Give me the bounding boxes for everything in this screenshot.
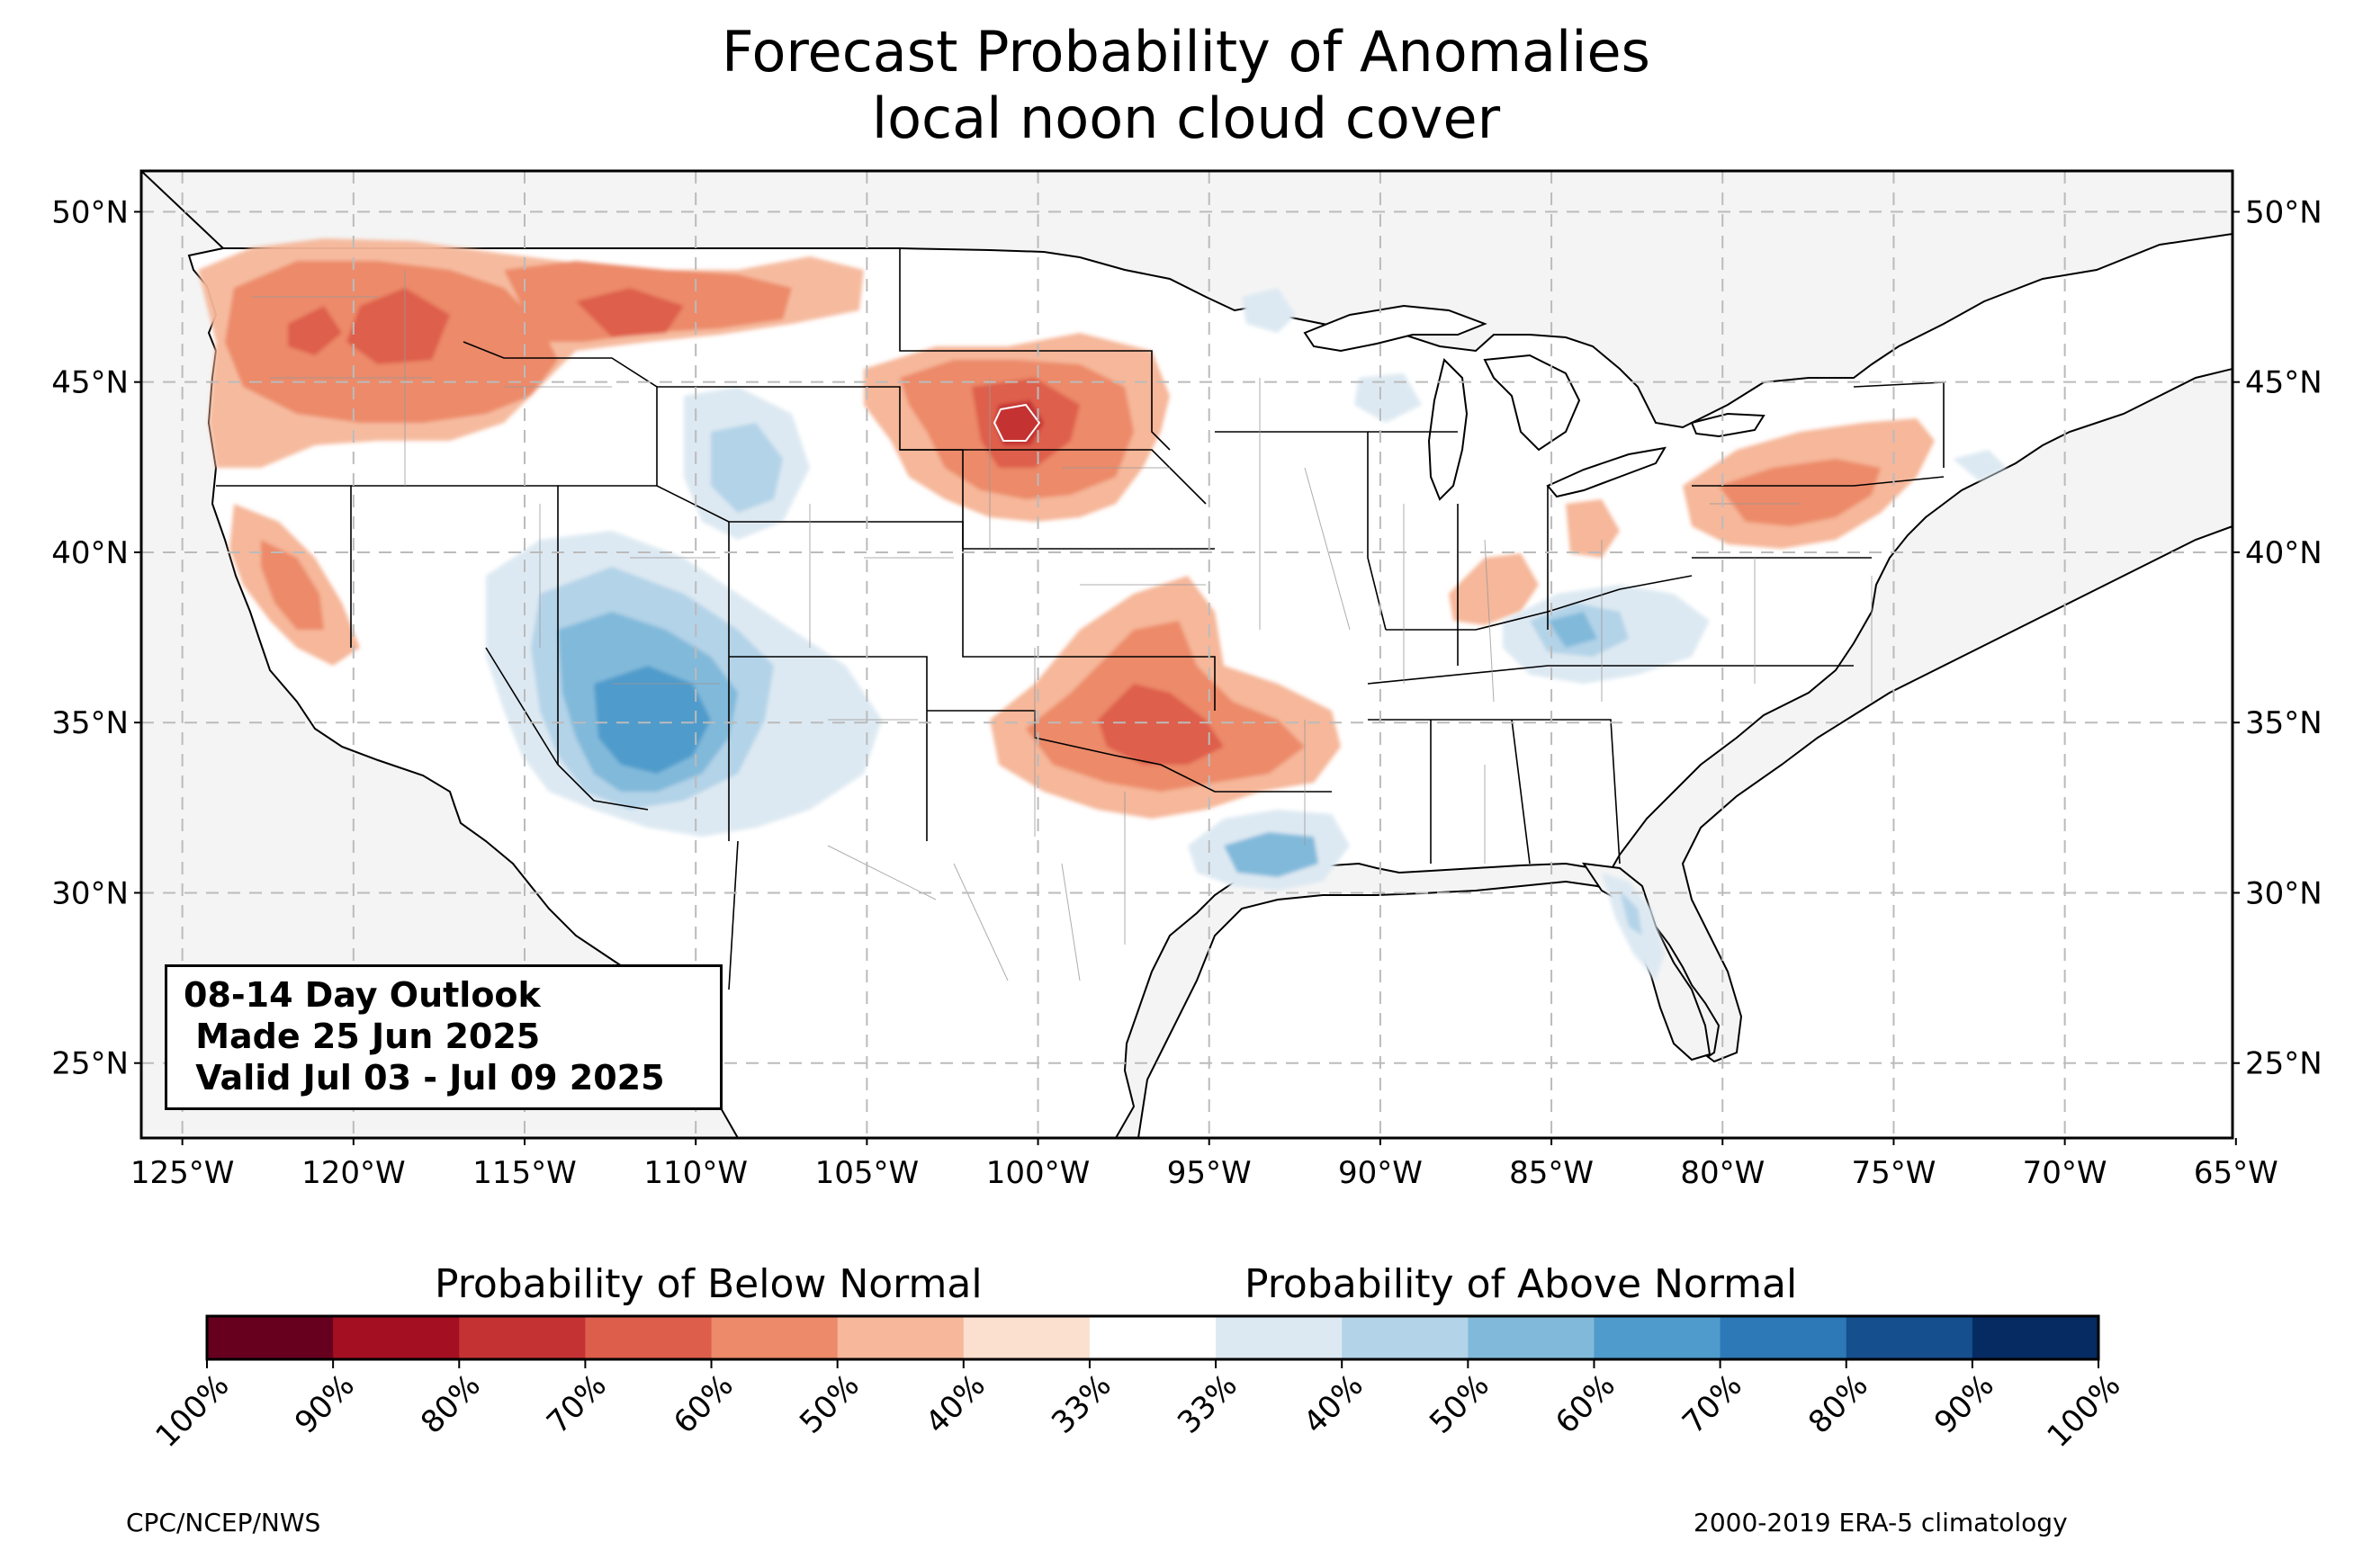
lon-label: 85°W: [1509, 1155, 1594, 1191]
lon-label: 105°W: [815, 1155, 920, 1191]
lat-label-left: 40°N: [51, 535, 129, 571]
colorbar-segment: [1594, 1316, 1721, 1359]
lat-label-left: 25°N: [51, 1046, 129, 1082]
colorbar-segment: [207, 1316, 334, 1359]
lake-ontario: [1690, 412, 1766, 438]
climatology-note: 2000-2019 ERA-5 climatology: [1694, 1508, 2068, 1537]
lon-label: 120°W: [301, 1155, 406, 1191]
lat-label-left: 35°N: [51, 705, 129, 741]
lat-label-right: 45°N: [2245, 365, 2323, 401]
colorbar-segment: [1972, 1316, 2099, 1359]
map-frame: [139, 169, 2234, 1140]
axis-labels: 25°N 25°N 30°N 30°N 35°N 35°N 40°N 40°N 45°N 45°N…: [51, 194, 2322, 1191]
lon-label: 65°W: [2194, 1155, 2278, 1191]
below-normal-shading: [198, 238, 1935, 819]
source-credit: CPC/NCEP/NWS: [126, 1508, 321, 1537]
colorbar-segment: [837, 1316, 965, 1359]
colorbar-segment: [1089, 1316, 1217, 1359]
colorbar-segment: [585, 1316, 713, 1359]
colorbar-segment: [963, 1316, 1091, 1359]
outlook-info-box: 08-14 Day Outlook Made 25 Jun 2025 Valid…: [165, 964, 723, 1110]
colorbar-segment: [711, 1316, 839, 1359]
lon-label: 75°W: [1851, 1155, 1936, 1191]
lat-label-right: 40°N: [2245, 535, 2323, 571]
colorbar: [205, 1314, 2100, 1368]
lat-label-left: 45°N: [51, 365, 129, 401]
colorbar-segment: [1216, 1316, 1343, 1359]
lat-label-right: 30°N: [2245, 875, 2323, 911]
outlook-valid-range: Valid Jul 03 - Jul 09 2025: [184, 1058, 665, 1098]
colorbar-frame: [205, 1314, 2100, 1361]
lon-label: 95°W: [1167, 1155, 1252, 1191]
colorbar-segment: [459, 1316, 586, 1359]
colorbar-segment: [333, 1316, 460, 1359]
chart-title: Forecast Probability of Anomalies: [722, 19, 1650, 85]
gulf-of-mexico: [1137, 524, 2233, 1138]
contour-mark: [993, 403, 1041, 442]
outlook-title: 08-14 Day Outlook: [184, 975, 541, 1015]
colorbar-segment: [1468, 1316, 1595, 1359]
lat-label-right: 35°N: [2245, 705, 2323, 741]
above-normal-label: Probability of Above Normal: [1244, 1261, 1798, 1307]
colorbar-segment: [1846, 1316, 1973, 1359]
lake-michigan: [1427, 358, 1469, 501]
lon-label: 80°W: [1680, 1155, 1765, 1191]
lon-label: 115°W: [472, 1155, 577, 1191]
lat-label-right: 25°N: [2245, 1046, 2323, 1082]
colorbar-segment: [1720, 1316, 1847, 1359]
state-borders: [216, 248, 1945, 990]
lat-label-right: 50°N: [2245, 194, 2323, 230]
lon-label: 70°W: [2023, 1155, 2107, 1191]
lake-erie: [1546, 446, 1667, 498]
lake-superior: [1303, 304, 1487, 353]
lat-label-left: 30°N: [51, 875, 129, 911]
chart-subtitle: local noon cloud cover: [871, 85, 1501, 151]
lon-label: 100°W: [986, 1155, 1091, 1191]
below-normal-label: Probability of Below Normal: [435, 1261, 983, 1307]
outlook-made-date: Made 25 Jun 2025: [184, 1017, 541, 1056]
lon-label: 110°W: [643, 1155, 748, 1191]
lon-label: 90°W: [1338, 1155, 1423, 1191]
lon-label: 125°W: [130, 1155, 235, 1191]
colorbar-segment: [1342, 1316, 1469, 1359]
lat-label-left: 50°N: [51, 194, 129, 230]
climate-division-lines: [252, 270, 1873, 981]
